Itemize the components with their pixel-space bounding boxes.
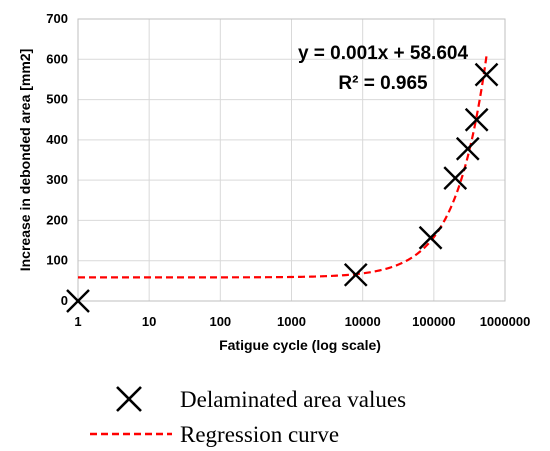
legend-marker-icon (116, 386, 142, 412)
x-tick-label: 1000 (277, 314, 306, 329)
x-tick-label: 10 (142, 314, 156, 329)
legend-markers-label: Delaminated area values (180, 387, 406, 412)
data-point-marker (66, 289, 90, 313)
marker-stroke (418, 225, 443, 250)
y-axis-title: Increase in debonded area [mm2] (17, 49, 33, 272)
data-point-marker (443, 166, 468, 190)
marker-stroke (455, 136, 480, 161)
marker-stroke (343, 262, 368, 287)
data-points (66, 62, 499, 313)
marker-stroke (443, 166, 468, 190)
data-point-marker (455, 136, 480, 161)
marker-stroke (66, 289, 90, 313)
y-tick-label: 0 (61, 293, 68, 308)
y-tick-label: 300 (46, 172, 68, 187)
y-tick-label: 700 (46, 11, 68, 26)
grid (77, 18, 506, 302)
data-point-marker (418, 225, 443, 250)
x-tick-label: 100 (209, 314, 231, 329)
marker-stroke (464, 107, 489, 132)
x-tick-label: 100000 (412, 314, 455, 329)
x-axis-title: Fatigue cycle (log scale) (219, 337, 381, 353)
marker-stroke (474, 62, 499, 87)
r-squared: R² = 0.965 (338, 73, 428, 94)
ticks: 0 100 200 300 400 500 600 700 1 10 100 1000 10000 100… (46, 11, 530, 329)
plot-frame (77, 18, 506, 302)
data-point-marker (464, 107, 489, 132)
y-tick-label: 100 (46, 253, 68, 268)
data-point-marker (343, 262, 368, 287)
y-tick-label: 400 (46, 132, 68, 147)
x-tick-label: 1000000 (480, 314, 531, 329)
x-tick-label: 10000 (345, 314, 381, 329)
y-tick-label: 200 (46, 212, 68, 227)
y-tick-label: 500 (46, 92, 68, 107)
regression-curve (78, 55, 488, 279)
data-point-marker (474, 62, 499, 87)
legend: Delaminated area values Regression curve (90, 386, 406, 447)
x-tick-label: 1 (74, 314, 81, 329)
legend-curve-label: Regression curve (180, 422, 339, 447)
regression-equation: y = 0.001x + 58.604 (298, 43, 469, 64)
y-tick-label: 600 (46, 51, 68, 66)
